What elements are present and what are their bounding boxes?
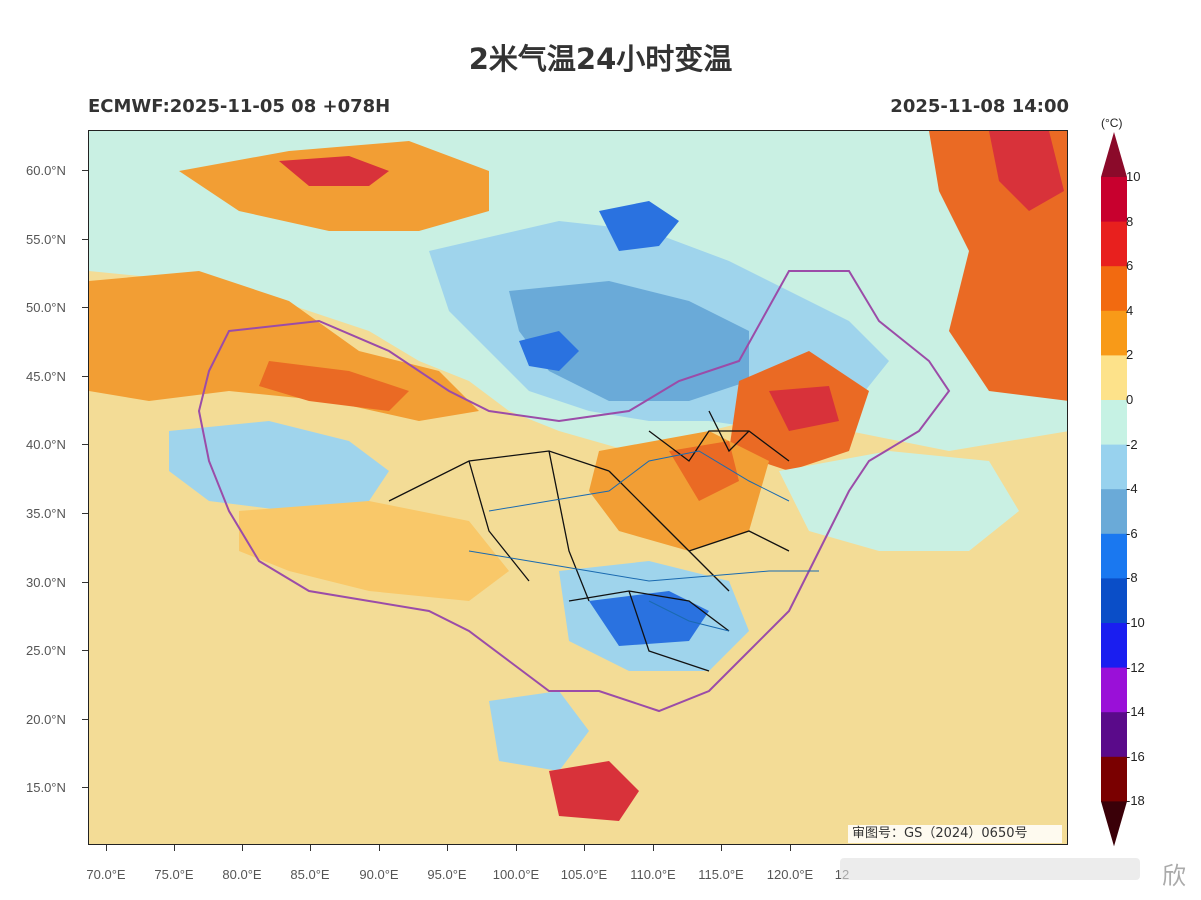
colorbar-label: -14 [1126,704,1145,720]
lat-label: 25.0°N [26,643,66,658]
lon-label: 75.0°E [154,867,194,882]
colorbar-segment [1101,533,1127,579]
colorbar-label: 0 [1126,392,1134,407]
colorbar-label: -2 [1126,436,1138,452]
lon-label: 105.0°E [560,867,608,882]
hot-patch-north-china [669,441,739,501]
lat-label: 30.0°N [26,575,66,590]
lon-label: 110.0°E [630,867,676,882]
lon-label: 70.0°E [86,867,126,882]
colorbar-segment [1101,444,1127,490]
colorbar-segment [1101,177,1127,223]
lon-label: 115.0°E [698,867,744,882]
china-border [197,270,951,713]
colorbar-min-arrow [1101,801,1127,847]
colorbar-unit: (°C) [1101,116,1123,130]
colorbar [1101,132,1127,847]
colorbar-label: 4 [1126,302,1134,318]
lon-label: 85.0°E [290,867,330,882]
watermark: 欣 [840,852,1195,892]
colorbar-segment [1101,310,1127,356]
lat-label: 40.0°N [26,437,66,452]
lat-label: 50.0°N [26,300,66,315]
hot-patch-south-sea [549,761,639,821]
lon-label: 95.0°E [427,867,467,882]
colorbar-label: 6 [1126,258,1134,274]
lon-label: 100.0°E [492,867,540,882]
colorbar-label: -10 [1126,615,1145,630]
lon-label: 120.0°E [766,867,814,882]
hot-patch-northeast [769,386,839,431]
model-run-label: ECMWF:2025-11-05 08 +078H [88,96,391,117]
lat-label: 15.0°N [26,780,66,795]
colorbar-label: -16 [1126,748,1145,764]
cold-patch-mongolia [519,331,579,371]
lat-label: 35.0°N [26,506,66,521]
watermark-blur [840,858,1140,880]
cool-field-mongolia-core [509,281,749,401]
lat-label: 60.0°N [26,163,66,178]
colorbar-label: -18 [1126,793,1145,809]
map-approval-stamp: 审图号：GS（2024）0650号 [848,825,1062,843]
colorbar-label: -12 [1126,659,1145,675]
colorbar-label: -4 [1126,481,1138,497]
colorbar-segment [1101,400,1127,446]
colorbar-segment [1101,266,1127,312]
colorbar-segment [1101,712,1127,758]
temperature-change-map[interactable] [88,130,1068,845]
cold-patch-north [599,201,679,251]
province-borders [388,410,790,672]
colorbar-label: -6 [1126,525,1138,541]
hot-patch-siberia [279,156,389,186]
cold-patch-south [589,591,709,646]
colorbar-max-arrow [1101,132,1127,177]
lat-label: 45.0°N [26,369,66,384]
colorbar-segment [1101,667,1127,713]
rivers [468,450,819,632]
valid-time-label: 2025-11-08 14:00 [890,96,1069,117]
lon-label: 80.0°E [222,867,262,882]
colorbar-label: 2 [1126,347,1134,363]
cool-field-indochina [489,691,589,771]
warm-field-tibet [239,501,509,601]
colorbar-segment [1101,623,1127,669]
colorbar-segment [1101,489,1127,535]
colorbar-label: 8 [1126,213,1134,229]
cool-field-tarim [169,421,389,511]
map-title: 2米气温24小时变温 [468,42,733,76]
lon-label: 90.0°E [359,867,399,882]
hot-patch-kazakh [259,361,409,411]
lat-label: 20.0°N [26,712,66,727]
colorbar-label: -8 [1126,570,1138,586]
colorbar-segment [1101,578,1127,624]
hot-patch-russia-east [989,131,1064,211]
colorbar-segment [1101,355,1127,401]
watermark-text: 欣 [1162,862,1186,890]
map-canvas [89,131,1067,844]
lat-label: 55.0°N [26,232,66,247]
colorbar-segment [1101,221,1127,267]
colorbar-label: 10 [1126,169,1141,184]
colorbar-segment [1101,756,1127,802]
cool-field-east [779,451,1019,551]
